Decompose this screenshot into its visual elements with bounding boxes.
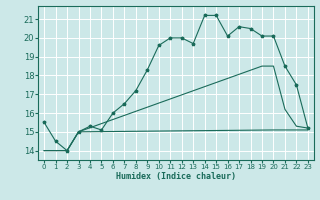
X-axis label: Humidex (Indice chaleur): Humidex (Indice chaleur) — [116, 172, 236, 181]
